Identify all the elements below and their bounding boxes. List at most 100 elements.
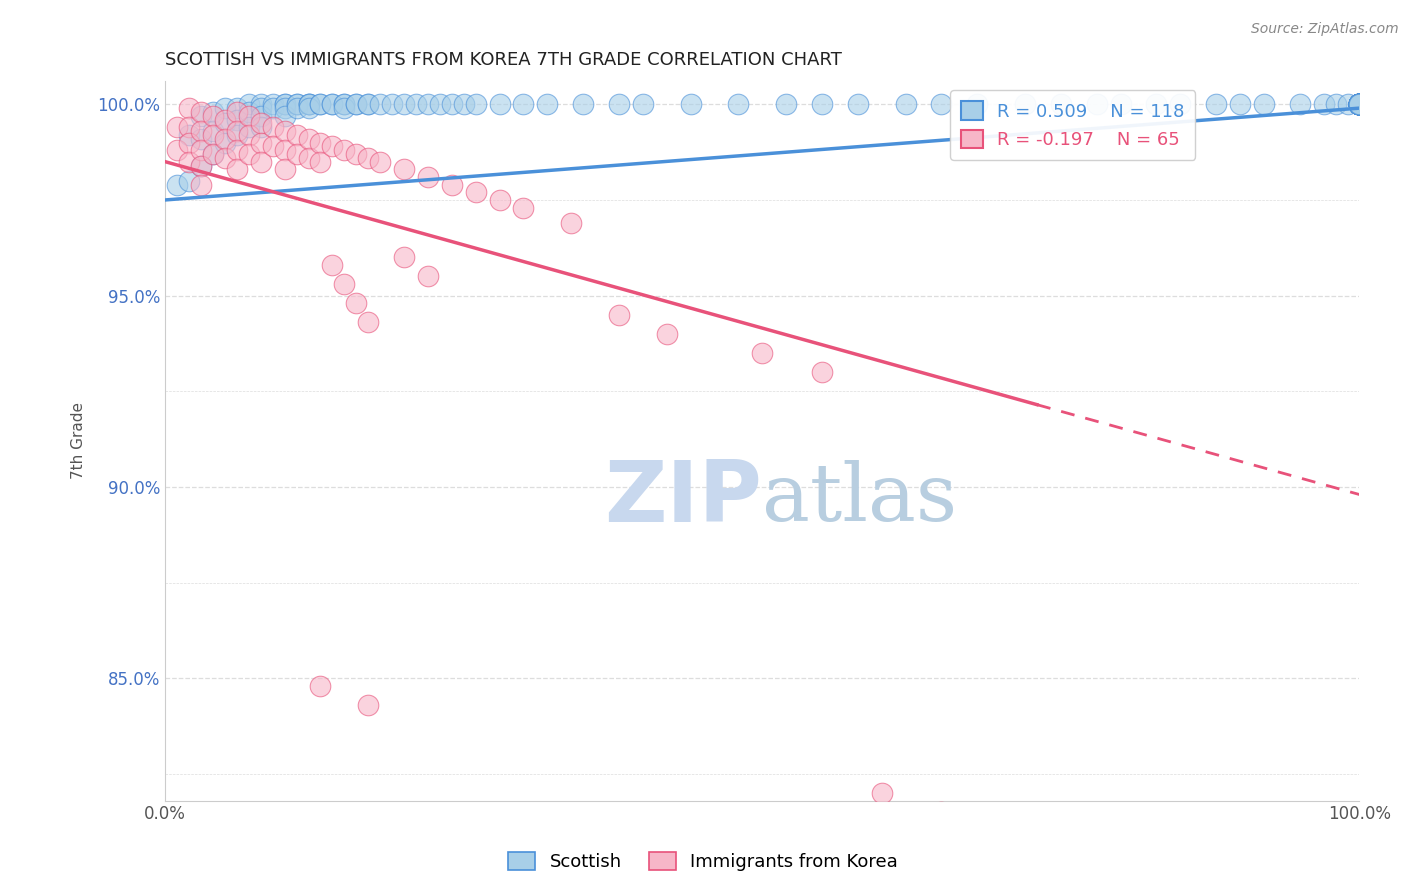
Point — [488, 97, 510, 112]
Point — [273, 97, 295, 112]
Point — [249, 97, 271, 112]
Text: Source: ZipAtlas.com: Source: ZipAtlas.com — [1251, 22, 1399, 37]
Point — [333, 143, 356, 157]
Point — [381, 97, 404, 112]
Point — [1348, 97, 1371, 112]
Point — [1348, 97, 1371, 112]
Y-axis label: 7th Grade: 7th Grade — [72, 402, 86, 480]
Point — [297, 97, 319, 112]
Point — [536, 97, 558, 112]
Point — [225, 128, 247, 142]
Point — [560, 216, 582, 230]
Point — [177, 128, 200, 142]
Point — [214, 101, 236, 115]
Point — [249, 116, 271, 130]
Point — [166, 120, 188, 135]
Point — [1348, 97, 1371, 112]
Point — [309, 679, 332, 693]
Point — [214, 116, 236, 130]
Point — [190, 143, 212, 157]
Point — [405, 97, 427, 112]
Point — [344, 147, 367, 161]
Point — [416, 269, 439, 284]
Point — [679, 97, 702, 112]
Point — [285, 101, 308, 115]
Point — [309, 97, 332, 112]
Point — [1348, 97, 1371, 112]
Point — [775, 97, 797, 112]
Point — [1324, 97, 1347, 112]
Point — [1348, 97, 1371, 112]
Point — [273, 109, 295, 123]
Point — [1348, 97, 1371, 112]
Point — [297, 97, 319, 112]
Point — [1050, 97, 1073, 112]
Text: ZIP: ZIP — [605, 457, 762, 540]
Point — [238, 97, 260, 112]
Point — [238, 105, 260, 120]
Point — [238, 128, 260, 142]
Point — [344, 97, 367, 112]
Point — [190, 178, 212, 192]
Point — [297, 132, 319, 146]
Point — [931, 97, 953, 112]
Point — [309, 97, 332, 112]
Legend: R = 0.509    N = 118, R = -0.197    N = 65: R = 0.509 N = 118, R = -0.197 N = 65 — [950, 90, 1195, 160]
Point — [201, 128, 224, 142]
Point — [1229, 97, 1251, 112]
Point — [1348, 97, 1371, 112]
Point — [429, 97, 451, 112]
Point — [238, 109, 260, 123]
Point — [225, 101, 247, 115]
Point — [870, 786, 893, 800]
Point — [190, 159, 212, 173]
Point — [357, 97, 380, 112]
Point — [1348, 97, 1371, 112]
Text: SCOTTISH VS IMMIGRANTS FROM KOREA 7TH GRADE CORRELATION CHART: SCOTTISH VS IMMIGRANTS FROM KOREA 7TH GR… — [166, 51, 842, 69]
Point — [655, 326, 678, 341]
Point — [225, 143, 247, 157]
Point — [1348, 97, 1371, 112]
Point — [190, 124, 212, 138]
Point — [333, 97, 356, 112]
Point — [846, 97, 869, 112]
Point — [190, 159, 212, 173]
Point — [273, 162, 295, 177]
Point — [1170, 97, 1192, 112]
Point — [1348, 97, 1371, 112]
Point — [357, 97, 380, 112]
Point — [440, 97, 463, 112]
Point — [464, 97, 486, 112]
Point — [607, 97, 630, 112]
Point — [1348, 97, 1371, 112]
Point — [368, 97, 391, 112]
Point — [177, 136, 200, 150]
Point — [1348, 97, 1371, 112]
Point — [249, 101, 271, 115]
Point — [440, 178, 463, 192]
Point — [166, 178, 188, 192]
Point — [1085, 97, 1108, 112]
Point — [321, 97, 343, 112]
Point — [512, 201, 534, 215]
Point — [262, 120, 284, 135]
Point — [1348, 97, 1371, 112]
Point — [931, 805, 953, 819]
Point — [177, 101, 200, 115]
Point — [201, 147, 224, 161]
Point — [166, 143, 188, 157]
Point — [811, 365, 834, 379]
Point — [238, 147, 260, 161]
Point — [416, 169, 439, 184]
Point — [214, 136, 236, 150]
Point — [368, 154, 391, 169]
Point — [285, 97, 308, 112]
Point — [177, 154, 200, 169]
Point — [333, 101, 356, 115]
Point — [464, 186, 486, 200]
Point — [1253, 97, 1275, 112]
Point — [321, 258, 343, 272]
Point — [225, 112, 247, 127]
Point — [1348, 97, 1371, 112]
Point — [285, 128, 308, 142]
